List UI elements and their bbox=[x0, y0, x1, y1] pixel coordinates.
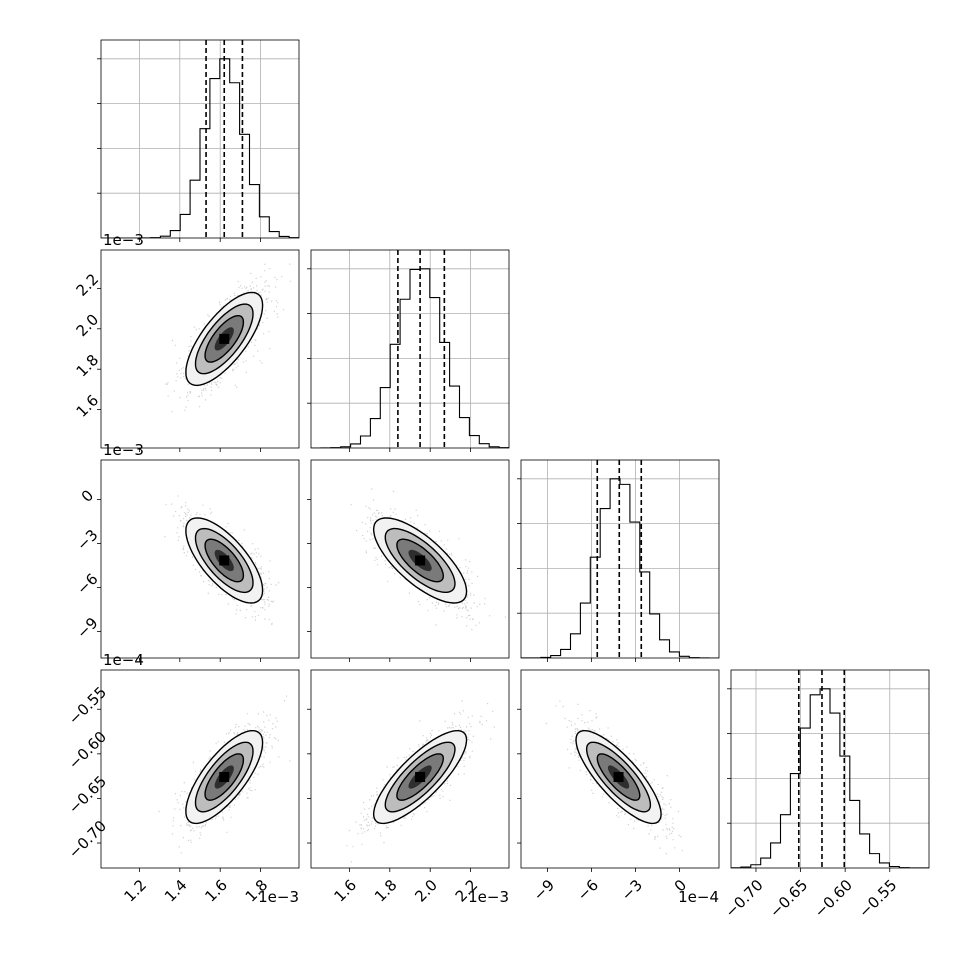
y-tick-label: −3 bbox=[73, 526, 101, 554]
y-tick-label: −0.55 bbox=[65, 683, 110, 728]
panel-3-1: 1.6 1.8 2.0 2.21e−3 bbox=[307, 669, 510, 906]
panel-frame bbox=[310, 459, 510, 659]
density-peak bbox=[415, 772, 426, 783]
panel-frame bbox=[520, 669, 720, 869]
density-layer bbox=[350, 488, 507, 631]
histogram-step bbox=[731, 688, 929, 868]
x-tick-label: −9 bbox=[530, 876, 558, 904]
x-tick-label: 1.8 bbox=[371, 876, 401, 906]
density-layer bbox=[346, 700, 495, 863]
contour-line bbox=[204, 538, 245, 583]
contour-line bbox=[372, 730, 468, 825]
panel-1-1 bbox=[307, 249, 510, 452]
density-peak bbox=[219, 333, 230, 344]
panel-frame bbox=[100, 459, 300, 659]
y-offset-label: 1e−4 bbox=[103, 651, 144, 669]
density-layer bbox=[545, 700, 683, 855]
contour-line bbox=[384, 527, 456, 593]
y-tick-label: −6 bbox=[73, 570, 101, 598]
contour-line bbox=[185, 730, 264, 825]
x-tick-label: 1.4 bbox=[161, 876, 191, 906]
y-offset-label: 1e−3 bbox=[103, 441, 144, 459]
x-tick-label: −0.60 bbox=[811, 876, 856, 921]
panel-1-0: 1.6 1.8 2.0 2.2 bbox=[73, 249, 300, 452]
y-tick-label: −0.70 bbox=[65, 817, 110, 862]
panel-2-0: −9 −6 −3 0 bbox=[73, 459, 300, 662]
panel-0-0 bbox=[97, 39, 300, 242]
density-peak bbox=[219, 555, 230, 566]
density-layer bbox=[158, 695, 291, 854]
panel-frame bbox=[100, 669, 300, 869]
y-tick-label: 0 bbox=[78, 486, 97, 505]
contour-line bbox=[585, 741, 652, 813]
density-peak bbox=[613, 772, 624, 783]
x-tick-label: 1.6 bbox=[201, 876, 231, 906]
histogram-step bbox=[311, 268, 509, 448]
x-tick-label: −0.55 bbox=[855, 876, 900, 921]
panel-3-0: 1.2 1.4 1.6 1.81e−3−0.70−0.65−0.60−0.55 bbox=[65, 669, 300, 906]
density-layer bbox=[164, 495, 280, 626]
contour-line bbox=[194, 303, 254, 375]
contour-line bbox=[396, 753, 445, 801]
contour-line bbox=[185, 517, 264, 604]
y-tick-label: 2.0 bbox=[73, 310, 103, 340]
contour-line bbox=[372, 517, 468, 604]
scatter-points bbox=[350, 488, 507, 631]
x-tick-label: 1.2 bbox=[121, 876, 151, 906]
panel-frame bbox=[100, 249, 300, 449]
x-tick-label: 1.6 bbox=[331, 876, 361, 906]
contour-line bbox=[194, 741, 254, 813]
panel-3-3: −0.70 −0.65 −0.60 −0.55 bbox=[721, 669, 930, 921]
contour-line bbox=[194, 527, 254, 594]
contour-line bbox=[396, 538, 445, 583]
x-tick-label: 2.0 bbox=[411, 876, 441, 906]
panel-2-1 bbox=[307, 459, 510, 662]
y-offset-label: 1e−3 bbox=[103, 231, 144, 249]
y-tick-label: 2.2 bbox=[73, 270, 103, 300]
contour-line bbox=[575, 730, 662, 825]
x-tick-label: −3 bbox=[618, 876, 646, 904]
histogram-step bbox=[521, 478, 719, 658]
y-tick-label: −9 bbox=[73, 614, 101, 642]
panel-3-2: −9 −6 −3 01e−4 bbox=[517, 669, 720, 906]
panel-2-2 bbox=[517, 459, 720, 662]
contour-line bbox=[185, 291, 264, 387]
density-layer bbox=[165, 263, 292, 413]
x-tick-label: −0.70 bbox=[721, 876, 766, 921]
y-tick-label: 1.6 bbox=[73, 391, 103, 421]
panel-frame bbox=[100, 39, 300, 239]
y-tick-label: −0.60 bbox=[65, 728, 110, 773]
density-peak bbox=[219, 772, 230, 783]
x-offset-label: 1e−3 bbox=[258, 888, 299, 906]
y-tick-label: −0.65 bbox=[65, 772, 110, 817]
x-tick-label: −6 bbox=[574, 876, 602, 904]
panel-frame bbox=[520, 459, 720, 659]
contour-line bbox=[384, 741, 456, 813]
x-tick-label: −0.65 bbox=[766, 876, 811, 921]
x-offset-label: 1e−3 bbox=[468, 888, 509, 906]
panel-frame bbox=[310, 249, 510, 449]
y-tick-label: 1.8 bbox=[73, 351, 103, 381]
contour-line bbox=[204, 315, 245, 363]
panel-frame bbox=[730, 669, 930, 869]
density-peak bbox=[415, 555, 426, 566]
panel-frame bbox=[310, 669, 510, 869]
x-offset-label: 1e−4 bbox=[678, 888, 719, 906]
contour-line bbox=[204, 753, 245, 801]
contour-line bbox=[596, 753, 641, 801]
